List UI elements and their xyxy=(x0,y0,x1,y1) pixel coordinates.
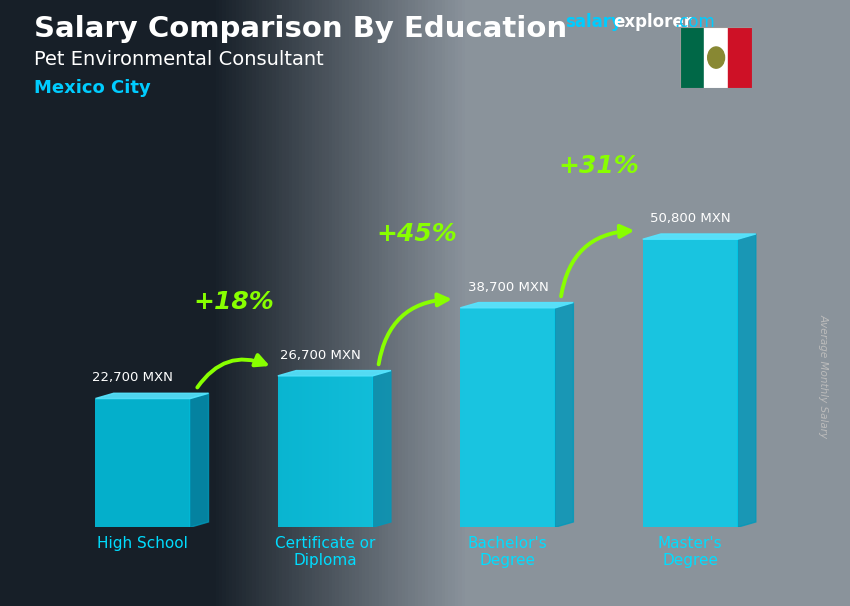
Text: explorer: explorer xyxy=(614,13,693,32)
Text: Mexico City: Mexico City xyxy=(34,79,150,97)
Bar xyxy=(95,399,190,527)
Polygon shape xyxy=(555,302,574,527)
Text: Salary Comparison By Education: Salary Comparison By Education xyxy=(34,15,567,43)
Text: 26,700 MXN: 26,700 MXN xyxy=(280,349,360,362)
Polygon shape xyxy=(95,393,208,399)
Bar xyxy=(643,239,738,527)
Text: Pet Environmental Consultant: Pet Environmental Consultant xyxy=(34,50,324,68)
Bar xyxy=(704,27,728,88)
Bar xyxy=(728,27,752,88)
Circle shape xyxy=(708,47,724,68)
Text: Average Monthly Salary: Average Monthly Salary xyxy=(819,314,829,438)
Text: .com: .com xyxy=(674,13,715,32)
Text: 50,800 MXN: 50,800 MXN xyxy=(650,212,731,225)
Text: 22,700 MXN: 22,700 MXN xyxy=(92,371,173,384)
Bar xyxy=(278,376,372,527)
Polygon shape xyxy=(190,393,208,527)
Polygon shape xyxy=(738,234,756,527)
Text: salary: salary xyxy=(565,13,622,32)
Polygon shape xyxy=(461,302,574,308)
Polygon shape xyxy=(372,371,391,527)
Text: +45%: +45% xyxy=(376,222,457,246)
Text: 38,700 MXN: 38,700 MXN xyxy=(468,281,548,294)
Polygon shape xyxy=(278,371,391,376)
Polygon shape xyxy=(643,234,756,239)
Text: +18%: +18% xyxy=(194,290,275,315)
Bar xyxy=(680,27,704,88)
Text: +31%: +31% xyxy=(558,154,639,178)
Bar xyxy=(461,308,555,527)
